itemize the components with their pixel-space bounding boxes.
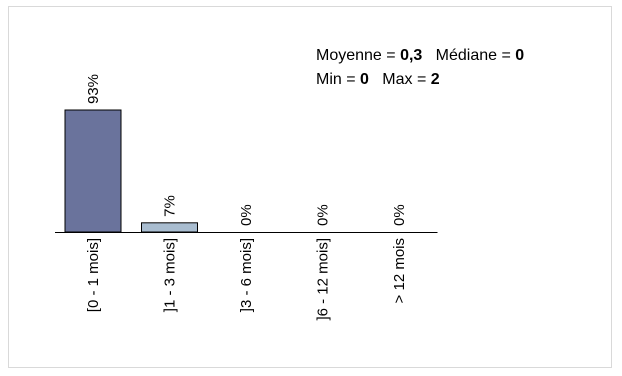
category-label-4: > 12 mois	[391, 238, 408, 303]
min-value: 0	[360, 71, 369, 88]
max-label: Max =	[382, 71, 431, 88]
category-label-2: ]3 - 6 mois]	[238, 238, 255, 312]
value-label-0: 93%	[85, 74, 102, 104]
median-value: 0	[515, 47, 525, 64]
mean-value: 0,3	[400, 47, 423, 64]
min-label: Min =	[316, 71, 361, 88]
value-label-3: 0%	[315, 204, 332, 226]
category-label-3: ]6 - 12 mois]	[315, 238, 332, 321]
value-label-4: 0%	[391, 204, 408, 226]
bars-group	[64, 109, 198, 233]
max-value: 2	[430, 71, 440, 88]
stats-line-1: Moyenne = 0,3 Médiane = 0	[316, 44, 524, 68]
value-label-2: 0%	[238, 204, 255, 226]
bar-0	[64, 109, 122, 233]
category-label-0: [0 - 1 mois]	[85, 238, 102, 312]
bar-1	[141, 222, 198, 233]
category-label-1: ]1 - 3 mois]	[162, 238, 179, 312]
median-label: Médiane =	[435, 47, 516, 64]
summary-statistics: Moyenne = 0,3 Médiane = 0 Min = 0 Max = …	[316, 44, 524, 92]
stats-line-2: Min = 0 Max = 2	[316, 68, 524, 92]
value-label-1: 7%	[162, 195, 179, 217]
mean-label: Moyenne =	[316, 47, 401, 64]
labels-group: 93% [0 - 1 mois] 7% ]1 - 3 mois] 0% ]3 - 6 mo…	[85, 74, 408, 321]
